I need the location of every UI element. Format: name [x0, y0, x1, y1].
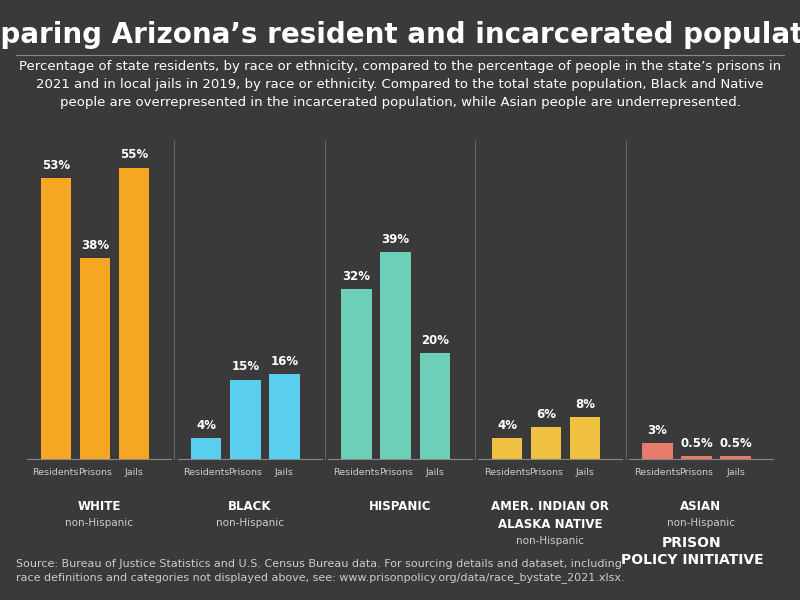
- Text: 16%: 16%: [270, 355, 298, 368]
- Text: Jails: Jails: [726, 468, 745, 477]
- Bar: [230, 379, 261, 459]
- Text: Jails: Jails: [125, 468, 143, 477]
- Text: 3%: 3%: [647, 424, 667, 437]
- Bar: [682, 457, 712, 459]
- Bar: [642, 443, 673, 459]
- Text: 0.5%: 0.5%: [719, 437, 752, 451]
- Text: WHITE: WHITE: [78, 500, 121, 513]
- Bar: [381, 252, 411, 459]
- Text: 15%: 15%: [231, 361, 259, 373]
- Bar: [419, 353, 450, 459]
- Text: Residents: Residents: [634, 468, 681, 477]
- Text: non-Hispanic: non-Hispanic: [517, 536, 585, 546]
- Text: Prisons: Prisons: [78, 468, 112, 477]
- Text: 55%: 55%: [120, 148, 148, 161]
- Bar: [80, 257, 110, 459]
- Text: AMER. INDIAN OR: AMER. INDIAN OR: [491, 500, 610, 513]
- Text: Comparing Arizona’s resident and incarcerated populations: Comparing Arizona’s resident and incarce…: [0, 21, 800, 49]
- Text: non-Hispanic: non-Hispanic: [666, 518, 734, 528]
- Bar: [492, 438, 522, 459]
- Text: Prisons: Prisons: [679, 468, 714, 477]
- Text: Residents: Residents: [484, 468, 530, 477]
- Text: Jails: Jails: [275, 468, 294, 477]
- Text: 53%: 53%: [42, 159, 70, 172]
- Text: Prisons: Prisons: [378, 468, 413, 477]
- Text: 6%: 6%: [536, 408, 556, 421]
- Text: 32%: 32%: [342, 271, 370, 283]
- Text: Residents: Residents: [33, 468, 79, 477]
- Text: Residents: Residents: [334, 468, 380, 477]
- Text: Jails: Jails: [576, 468, 594, 477]
- Text: Percentage of state residents, by race or ethnicity, compared to the percentage : Percentage of state residents, by race o…: [19, 60, 781, 109]
- Text: 0.5%: 0.5%: [680, 437, 713, 451]
- Bar: [41, 178, 71, 459]
- Text: 20%: 20%: [421, 334, 449, 347]
- Bar: [269, 374, 300, 459]
- Bar: [720, 457, 751, 459]
- Text: 4%: 4%: [497, 419, 517, 432]
- Text: Residents: Residents: [183, 468, 230, 477]
- Bar: [342, 289, 372, 459]
- Text: BLACK: BLACK: [228, 500, 271, 513]
- Text: non-Hispanic: non-Hispanic: [66, 518, 133, 528]
- Text: 4%: 4%: [196, 419, 216, 432]
- Text: Prisons: Prisons: [228, 468, 262, 477]
- Text: 8%: 8%: [575, 398, 595, 410]
- Bar: [118, 167, 150, 459]
- Text: Source: Bureau of Justice Statistics and U.S. Census Bureau data. For sourcing d: Source: Bureau of Justice Statistics and…: [16, 559, 625, 583]
- Bar: [531, 427, 562, 459]
- Text: PRISON
POLICY INITIATIVE: PRISON POLICY INITIATIVE: [621, 536, 763, 567]
- Text: non-Hispanic: non-Hispanic: [216, 518, 284, 528]
- Text: HISPANIC: HISPANIC: [369, 500, 431, 513]
- Text: 39%: 39%: [382, 233, 410, 246]
- Text: ASIAN: ASIAN: [680, 500, 722, 513]
- Text: ALASKA NATIVE: ALASKA NATIVE: [498, 518, 602, 531]
- Bar: [570, 416, 601, 459]
- Text: Jails: Jails: [426, 468, 444, 477]
- Text: Prisons: Prisons: [529, 468, 563, 477]
- Text: 38%: 38%: [81, 239, 109, 251]
- Bar: [191, 438, 222, 459]
